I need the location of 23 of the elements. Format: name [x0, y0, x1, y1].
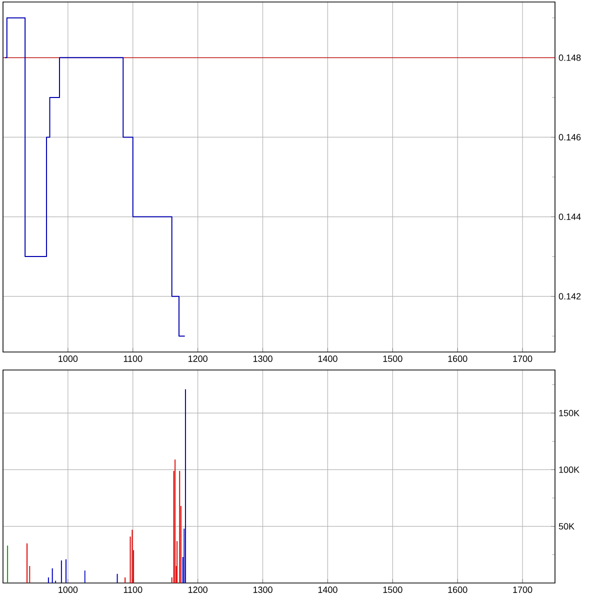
x-tick-label: 1200: [188, 586, 208, 593]
x-tick-label: 1400: [318, 356, 338, 362]
x-tick-label: 1700: [513, 586, 532, 593]
x-tick-label: 1400: [318, 586, 338, 593]
x-tick-label: 1000: [58, 586, 78, 593]
x-tick-label: 1200: [188, 356, 208, 362]
x-tick-label: 1500: [383, 356, 402, 362]
y-tick-label: 150K: [559, 410, 580, 416]
x-tick-label: 1700: [513, 356, 532, 362]
x-tick-label: 1100: [124, 356, 142, 362]
y-tick-label: 0.144: [558, 214, 581, 220]
y-tick-label: 0.148: [558, 54, 581, 61]
x-tick-label: 1600: [448, 586, 468, 593]
y-tick-label: 0.142: [558, 293, 581, 300]
x-tick-label: 1300: [253, 356, 272, 362]
x-tick-label: 1300: [253, 586, 272, 593]
x-tick-label: 1600: [448, 356, 468, 362]
y-tick-label: 0.146: [558, 134, 581, 140]
y-tick-label: 100K: [559, 466, 580, 473]
x-tick-label: 1500: [383, 586, 402, 593]
x-tick-label: 1100: [124, 586, 142, 593]
y-tick-label: 50K: [558, 523, 574, 530]
x-tick-label: 1000: [58, 356, 78, 362]
